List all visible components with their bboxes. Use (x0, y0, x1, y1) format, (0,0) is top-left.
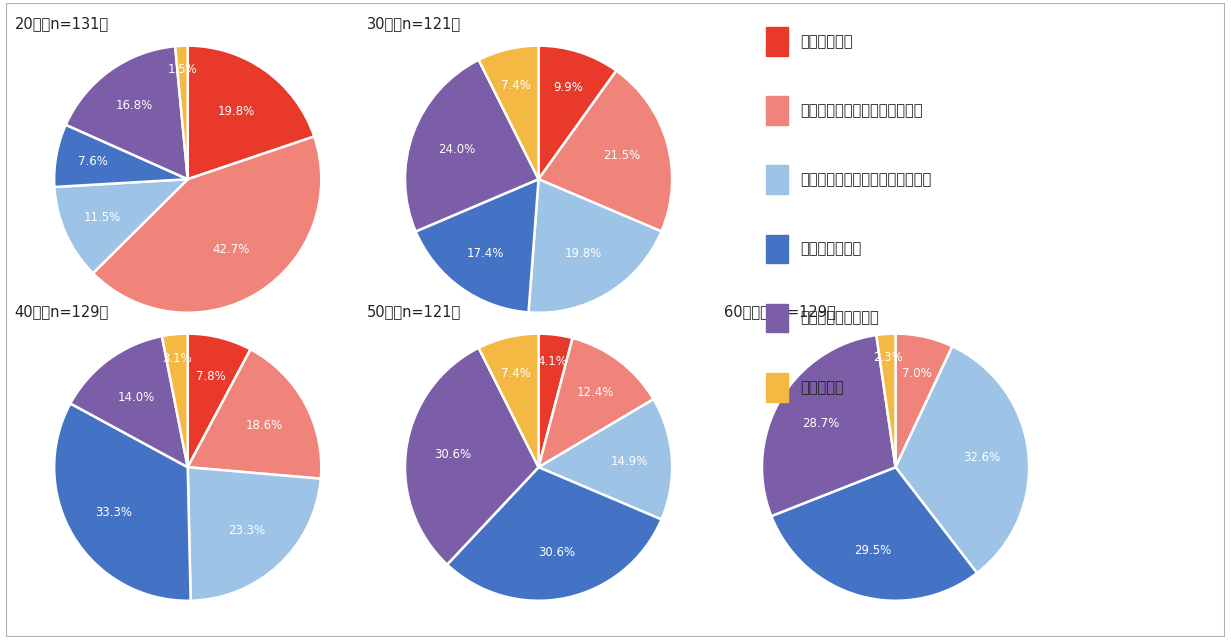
Wedge shape (92, 136, 321, 313)
Text: 14.0%: 14.0% (118, 391, 155, 404)
Wedge shape (70, 336, 187, 467)
Text: 11.5%: 11.5% (84, 211, 121, 224)
Wedge shape (187, 333, 251, 467)
Wedge shape (447, 467, 661, 601)
Text: 17.4%: 17.4% (467, 246, 505, 259)
Text: 30.6%: 30.6% (538, 546, 575, 559)
Text: どちらかといえば十分だと思う: どちらかといえば十分だと思う (800, 103, 923, 118)
Text: 2.3%: 2.3% (873, 351, 902, 364)
Wedge shape (479, 333, 539, 467)
Wedge shape (54, 179, 187, 273)
Text: 40代（n=129）: 40代（n=129） (15, 304, 110, 319)
Wedge shape (175, 45, 188, 179)
Wedge shape (187, 467, 321, 601)
Wedge shape (479, 45, 539, 179)
Text: 20代（n=131）: 20代（n=131） (15, 16, 108, 31)
Text: 十分だと思う: 十分だと思う (800, 34, 853, 49)
Text: 60代以上（n=129）: 60代以上（n=129） (724, 304, 836, 319)
Text: 14.9%: 14.9% (611, 454, 648, 468)
Text: 30.6%: 30.6% (435, 448, 471, 461)
Wedge shape (538, 70, 672, 232)
Wedge shape (162, 333, 188, 467)
Text: 28.7%: 28.7% (801, 417, 840, 430)
Text: 18.6%: 18.6% (245, 419, 283, 432)
Text: 24.0%: 24.0% (438, 143, 475, 156)
Text: どちらともいえない: どちらともいえない (800, 310, 879, 326)
Wedge shape (538, 333, 572, 467)
Wedge shape (528, 179, 661, 313)
Text: 9.9%: 9.9% (553, 81, 583, 94)
Text: 7.8%: 7.8% (196, 370, 225, 383)
Wedge shape (416, 179, 538, 312)
Text: 4.1%: 4.1% (538, 355, 567, 368)
Wedge shape (876, 333, 895, 467)
Text: 7.6%: 7.6% (79, 156, 108, 168)
Text: 12.4%: 12.4% (576, 386, 613, 399)
Text: 3.1%: 3.1% (162, 352, 192, 365)
Text: 23.3%: 23.3% (229, 524, 266, 537)
Wedge shape (895, 333, 953, 467)
Wedge shape (54, 125, 187, 187)
Text: 16.8%: 16.8% (116, 99, 154, 112)
Text: 7.0%: 7.0% (901, 367, 932, 380)
Text: 21.5%: 21.5% (603, 149, 641, 163)
Wedge shape (187, 45, 314, 179)
Text: 42.7%: 42.7% (213, 243, 250, 256)
Wedge shape (405, 348, 538, 564)
Text: 30代（n=121）: 30代（n=121） (367, 16, 460, 31)
Text: 19.8%: 19.8% (565, 247, 602, 260)
Text: 不十分だと思う: 不十分だと思う (800, 241, 862, 257)
Wedge shape (187, 349, 321, 479)
Text: わからない: わからない (800, 380, 844, 395)
Wedge shape (538, 399, 672, 520)
Text: 33.3%: 33.3% (95, 506, 132, 519)
Wedge shape (54, 403, 191, 601)
Text: 7.4%: 7.4% (501, 79, 532, 92)
Wedge shape (405, 60, 538, 232)
Text: どちらかといえば不十分だと思う: どちらかといえば不十分だと思う (800, 172, 932, 188)
Text: 1.5%: 1.5% (167, 63, 197, 76)
Wedge shape (772, 467, 977, 601)
Wedge shape (538, 45, 617, 179)
Wedge shape (895, 346, 1029, 573)
Text: 50代（n=121）: 50代（n=121） (367, 304, 462, 319)
Text: 29.5%: 29.5% (854, 545, 891, 557)
Text: 19.8%: 19.8% (218, 106, 255, 118)
Wedge shape (762, 335, 895, 516)
Wedge shape (65, 46, 187, 179)
Text: 32.6%: 32.6% (963, 451, 1001, 464)
Wedge shape (538, 338, 654, 467)
Text: 7.4%: 7.4% (501, 367, 532, 380)
